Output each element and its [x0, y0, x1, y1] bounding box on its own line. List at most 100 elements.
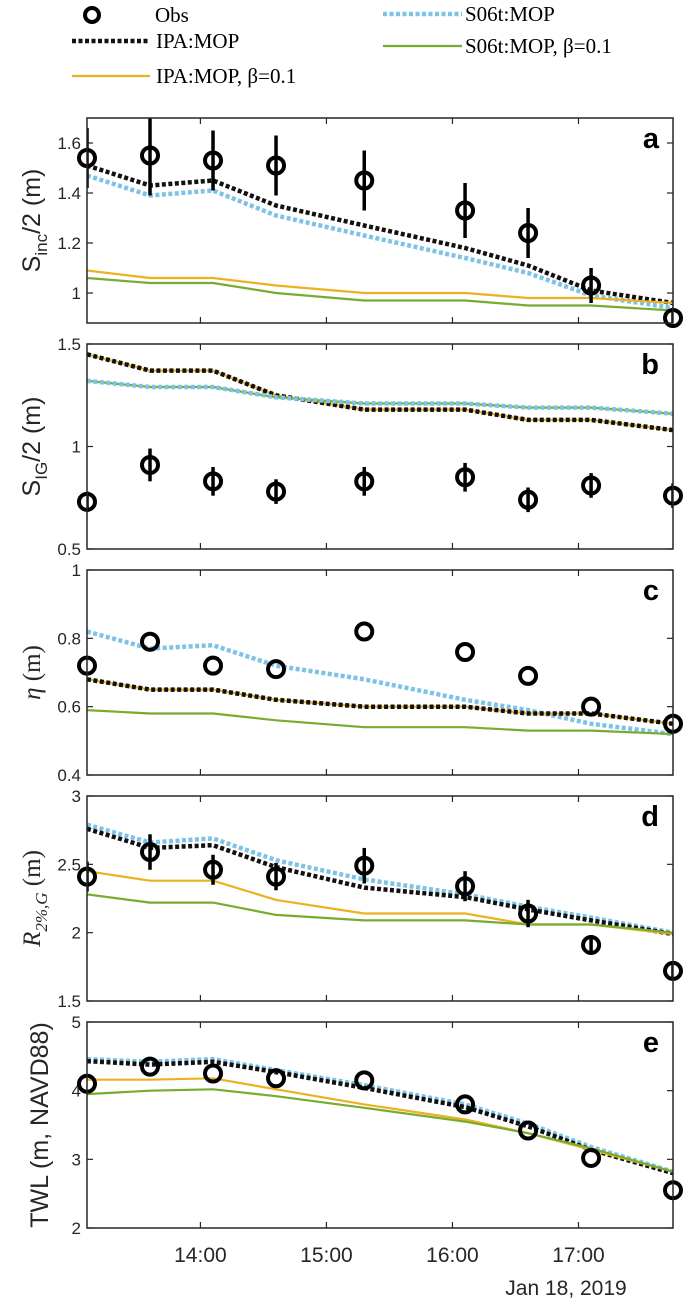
- y-axis-label: SIG/2 (m): [18, 397, 51, 497]
- obs-point: [140, 842, 161, 863]
- ytick-label: 3: [72, 1150, 81, 1169]
- y-axis-label: R2%,G (m): [19, 850, 51, 948]
- obs-point: [354, 621, 375, 642]
- obs-point: [140, 145, 161, 166]
- obs-point: [354, 855, 375, 876]
- ytick-label: 0.8: [57, 629, 81, 648]
- series-line-s06_b: [87, 276, 673, 312]
- x-axis-labels: 14:00 15:00 16:00 17:00 Jan 18, 2019: [174, 1244, 627, 1299]
- legend-label-obs: Obs: [155, 3, 189, 27]
- ytick-label: 1.5: [57, 335, 81, 354]
- obs-point: [203, 655, 224, 676]
- series-line-ipa_b: [87, 353, 673, 432]
- plot-area-c: [87, 629, 673, 737]
- legend-marker-obs: [83, 6, 101, 24]
- obs-point: [518, 665, 539, 686]
- panel-letter: d: [641, 801, 659, 833]
- legend-label-s06: S06t:MOP: [465, 2, 555, 26]
- series-line-s06: [87, 173, 673, 311]
- panel-c: 0.4 0.6 0.8 1 c η (m): [19, 561, 683, 785]
- axes-box: [86, 117, 674, 324]
- ytick-label: 2.5: [57, 855, 81, 874]
- obs-point: [354, 1070, 375, 1091]
- ytick-label: 1.4: [57, 184, 81, 203]
- obs-point: [140, 1056, 161, 1077]
- legend-item-s06_b: S06t:MOP, β=0.1: [383, 34, 612, 58]
- series-line-s06_b: [87, 709, 673, 736]
- series-line-s06_b: [87, 893, 673, 934]
- series-line-s06: [87, 822, 673, 935]
- xtick-label: 14:00: [174, 1244, 227, 1267]
- obs-point: [518, 1120, 539, 1141]
- plot-area-d: [87, 822, 673, 978]
- series-line-s06: [87, 1056, 673, 1174]
- y-axis-label: η (m): [19, 645, 46, 700]
- obs-point: [455, 1094, 476, 1115]
- series-line-ipa: [87, 163, 673, 306]
- obs-point: [266, 481, 287, 502]
- ytick-label: 1.6: [57, 134, 81, 153]
- xtick-label: 15:00: [300, 1244, 353, 1267]
- obs-point: [518, 903, 539, 924]
- ytick-label: 2: [72, 1219, 81, 1238]
- series-line-ipa: [87, 677, 673, 727]
- obs-point: [581, 275, 602, 296]
- series-line-s06: [87, 378, 673, 416]
- ytick-label: 2: [72, 924, 81, 943]
- axes-box: [86, 343, 674, 550]
- panel-b: 0.5 1 1.5 b SIG/2 (m): [18, 335, 683, 559]
- obs-point: [266, 155, 287, 176]
- ytick-label: 5: [72, 1013, 81, 1032]
- series-line-ipa: [87, 826, 673, 937]
- ytick-label: 0.6: [57, 698, 81, 717]
- legend-label-s06_b: S06t:MOP, β=0.1: [465, 34, 612, 58]
- legend-label-ipa_b: IPA:MOP, β=0.1: [156, 64, 296, 88]
- ytick-label: 3: [72, 787, 81, 806]
- plot-area-b: [87, 352, 673, 513]
- panel-letter: a: [643, 123, 660, 155]
- legend-item-ipa_b: IPA:MOP, β=0.1: [72, 64, 296, 88]
- obs-point: [203, 1063, 224, 1084]
- axes-box: [86, 1021, 674, 1229]
- legend-item-ipa: IPA:MOP: [72, 29, 239, 53]
- obs-point: [140, 631, 161, 652]
- obs-point: [518, 223, 539, 243]
- y-axis-label: Sinc/2 (m): [18, 169, 51, 273]
- xtick-label: 17:00: [552, 1244, 605, 1267]
- ytick-label: 0.5: [57, 540, 81, 559]
- panel-d: 1.5 2 2.5 3 d R2%,G (m): [19, 787, 683, 1011]
- obs-point: [581, 934, 602, 955]
- series-line-s06: [87, 629, 673, 737]
- obs-point: [140, 454, 161, 475]
- panel-letter: c: [643, 575, 659, 607]
- ytick-label: 1: [72, 438, 81, 457]
- obs-point: [455, 642, 476, 662]
- panel-letter: e: [643, 1027, 659, 1059]
- y-axis-label: TWL (m, NAVD88): [26, 1022, 54, 1228]
- axes-box: [86, 795, 674, 1002]
- obs-point: [266, 866, 287, 887]
- axes-box: [86, 569, 674, 776]
- obs-point: [354, 471, 375, 492]
- ytick-label: 1: [72, 561, 81, 580]
- ytick-label: 0.4: [57, 766, 81, 785]
- series-line-ipa_b: [87, 269, 673, 305]
- obs-point: [455, 467, 476, 488]
- series-line-s06_b: [87, 1088, 673, 1173]
- ytick-label: 4: [72, 1082, 81, 1101]
- legend-label-ipa: IPA:MOP: [156, 29, 239, 53]
- obs-point: [581, 696, 602, 717]
- obs-point: [203, 859, 224, 880]
- obs-point: [455, 876, 476, 897]
- panel-letter: b: [641, 349, 659, 381]
- ytick-label: 1.2: [57, 234, 81, 253]
- xtick-label: 16:00: [426, 1244, 479, 1267]
- ytick-label: 1: [72, 284, 81, 303]
- legend-item-obs: Obs: [83, 3, 189, 27]
- panel-e: 2 3 4 5 e TWL (m, NAVD88): [26, 1013, 683, 1238]
- obs-point: [203, 150, 224, 171]
- obs-point: [581, 475, 602, 496]
- plot-area-a: [87, 118, 673, 323]
